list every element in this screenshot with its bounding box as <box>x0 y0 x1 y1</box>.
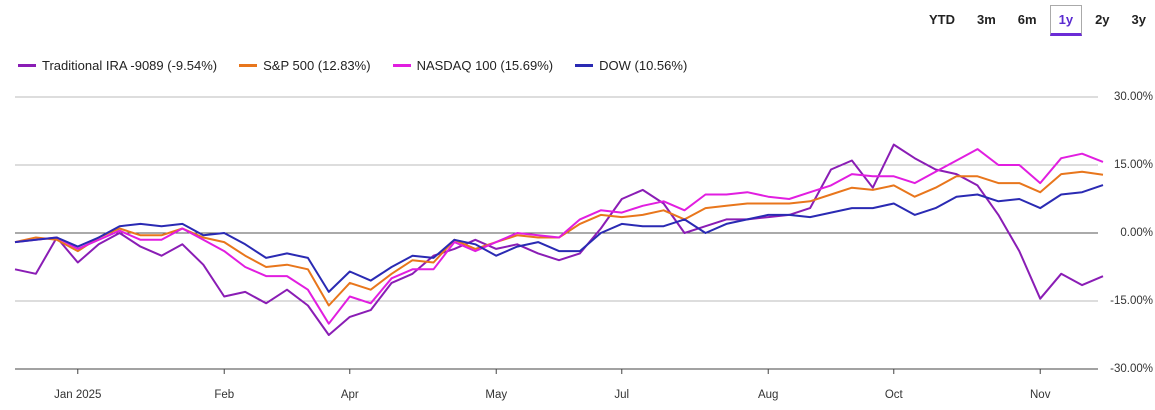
legend-swatch <box>575 64 594 67</box>
y-tick-label: 0.00% <box>1120 227 1153 239</box>
legend-label: S&P 500 (12.83%) <box>263 58 371 73</box>
x-tick-label: Nov <box>1030 389 1051 401</box>
series-line <box>14 148 1104 325</box>
range-buttons: YTD 3m 6m 1y 2y 3y <box>920 5 1155 36</box>
legend-swatch <box>18 64 36 67</box>
range-button[interactable]: 1y <box>1049 5 1083 36</box>
x-tick-label: Jan 2025 <box>54 389 101 401</box>
range-button[interactable]: 3m <box>977 12 996 27</box>
legend-item: NASDAQ 100 (15.69%) <box>392 58 554 73</box>
legend-swatch <box>239 64 258 67</box>
x-tick-label: May <box>485 389 507 401</box>
range-button[interactable]: YTD <box>929 12 955 27</box>
legend-item: S&P 500 (12.83%) <box>239 58 371 73</box>
y-tick-label: 15.00% <box>1114 159 1153 171</box>
legend-label: NASDAQ 100 (15.69%) <box>416 58 554 73</box>
x-tick-label: Jul <box>614 389 629 401</box>
range-button[interactable]: 3y <box>1131 12 1146 27</box>
series-line <box>14 170 1104 307</box>
x-tick-label: Oct <box>885 389 904 401</box>
range-button[interactable]: 2y <box>1095 12 1110 27</box>
series-line <box>14 143 1104 336</box>
x-tick-label: Aug <box>758 389 778 401</box>
legend-item: Traditional IRA -9089 (-9.54%) <box>18 58 217 73</box>
y-tick-label: -15.00% <box>1110 295 1153 307</box>
legend-item: DOW (10.56%) <box>575 58 687 73</box>
series-line <box>14 184 1104 293</box>
legend: Traditional IRA -9089 (-9.54%) S&P 500 (1… <box>18 58 687 73</box>
range-button[interactable]: 6m <box>1017 12 1037 27</box>
y-tick-label: 30.00% <box>1114 91 1153 103</box>
x-tick-label: Feb <box>214 389 234 401</box>
x-tick-label: Apr <box>341 389 359 401</box>
y-tick-label: -30.00% <box>1110 363 1153 375</box>
legend-swatch <box>392 64 411 67</box>
legend-label: DOW (10.56%) <box>599 58 688 73</box>
legend-label: Traditional IRA -9089 (-9.54%) <box>42 58 218 73</box>
